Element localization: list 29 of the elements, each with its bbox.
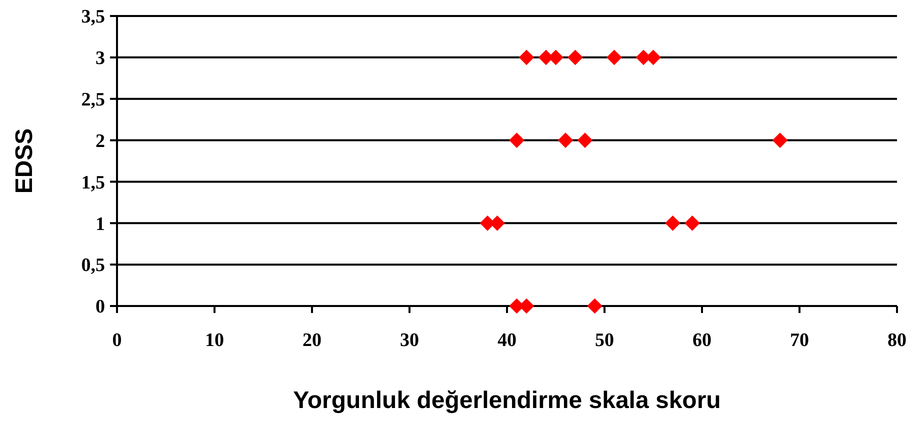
x-tick-label: 50 [595, 330, 614, 351]
x-tick-label: 40 [498, 330, 516, 351]
x-tick-label: 30 [400, 330, 419, 351]
point [518, 50, 534, 66]
y-axis-title: EDSS [11, 128, 38, 194]
x-tick-label: 20 [302, 330, 322, 351]
point [606, 50, 622, 66]
y-tick-label: 2,5 [81, 90, 105, 111]
x-tick-label: 60 [692, 330, 712, 351]
y-tick-label: 3,5 [81, 6, 105, 28]
y-tick-label: 0,5 [81, 255, 105, 276]
point [558, 132, 574, 148]
point [587, 298, 602, 314]
point [568, 50, 583, 66]
point [684, 215, 700, 231]
x-tick-label: 0 [112, 330, 122, 351]
y-tick-label: 0 [96, 296, 105, 318]
y-tick-label: 3 [96, 48, 105, 70]
x-tick-label: 10 [205, 330, 224, 351]
x-tick-label: 80 [888, 330, 906, 351]
x-axis-title: Yorgunluk değerlendirme skala skoru [293, 387, 721, 414]
y-tick-label: 2 [96, 130, 105, 152]
point [577, 132, 593, 148]
point [772, 132, 788, 148]
x-tick-label: 70 [790, 330, 809, 351]
point [509, 132, 524, 148]
y-tick-label: 1,5 [81, 172, 105, 194]
point [665, 215, 680, 231]
y-tick-label: 1 [96, 214, 105, 235]
